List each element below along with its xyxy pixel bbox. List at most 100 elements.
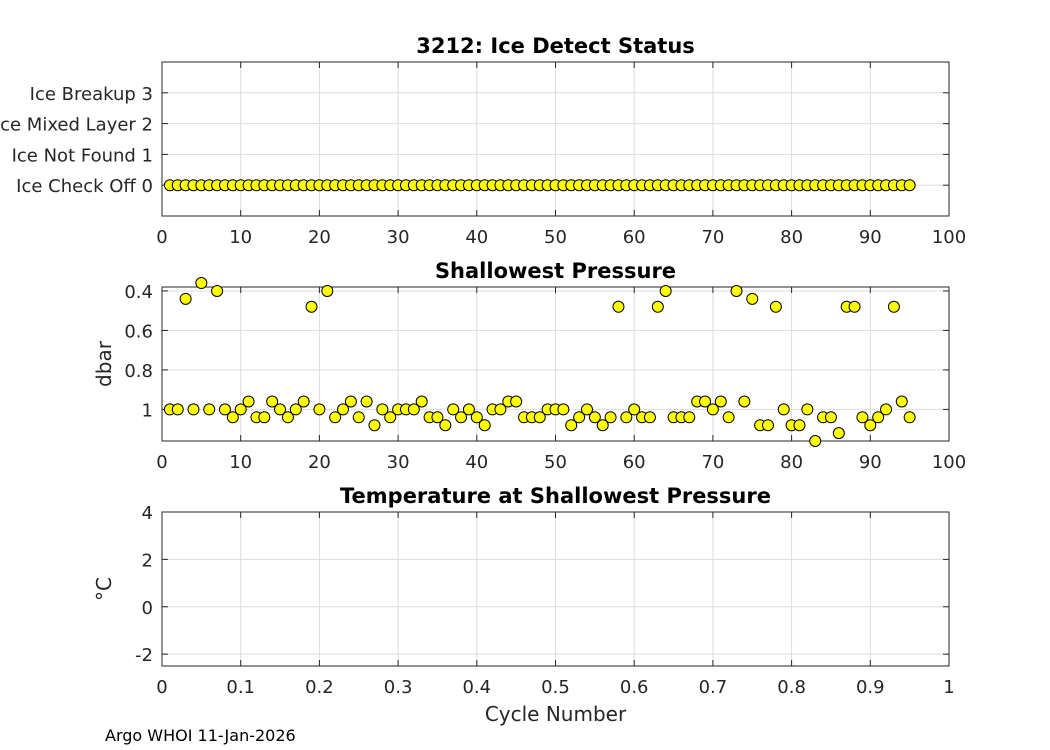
temperature-x-tick-label: 0.4 [462,677,491,698]
ice-status-x-tick-label: 70 [701,227,724,248]
pressure-data-point [344,395,357,408]
temperature-y-tick-label: 4 [142,503,153,524]
temperature-x-tick-label: 0.8 [777,677,806,698]
temperature-x-axis-label: Cycle Number [485,702,627,726]
pressure-x-tick-label: 30 [387,452,410,473]
ice-status-x-tick-label: 10 [229,227,252,248]
pressure-data-point [738,395,751,408]
pressure-data-point [824,411,837,424]
pressure-data-point [903,411,916,424]
pressure-data-point [573,411,586,424]
pressure-data-point [266,395,279,408]
pressure-data-point [376,403,389,416]
pressure-data-point [447,403,460,416]
pressure-data-point [533,411,546,424]
ice-status-x-tick-label: 100 [932,227,966,248]
temperature-x-tick-label: 0.1 [226,677,255,698]
pressure-data-point [864,419,877,432]
footer-credit: Argo WHOI 11-Jan-2026 [105,726,296,745]
pressure-data-point [722,411,735,424]
ice-status-y-tick-label: Ice Not Found 1 [12,145,153,166]
pressure-data-point [179,292,192,305]
shallowest-pressure-chart: 0 10 20 30 40 50 60 70 80 90 100 0.4 0.6 0.8 1 Shallowe… [92,259,966,473]
ice-status-y-tick-label: Ice Breakup 3 [30,84,153,105]
pressure-data-point [880,403,893,416]
pressure-data-point [714,395,727,408]
pressure-data-point [258,411,271,424]
pressure-data-point [683,411,696,424]
pressure-data-point [612,300,625,313]
pressure-data-point [643,411,656,424]
pressure-data-point [628,403,641,416]
pressure-data-point [329,411,342,424]
pressure-data-point [746,292,759,305]
temperature-y-tick-label: 2 [142,550,153,571]
temperature-y-tick-label: -2 [135,645,153,666]
pressure-data-point [242,395,255,408]
pressure-data-point [793,419,806,432]
pressure-title: Shallowest Pressure [435,259,676,283]
pressure-data-point [730,284,743,297]
pressure-data-point [580,403,593,416]
temperature-title: Temperature at Shallowest Pressure [340,484,771,508]
pressure-data-point [281,411,294,424]
pressure-x-tick-label: 100 [932,452,966,473]
pressure-data-point [218,403,231,416]
pressure-data-point [494,403,507,416]
pressure-x-tick-label: 60 [623,452,646,473]
pressure-data-point [596,419,609,432]
pressure-data-point [305,300,318,313]
ice-status-data-point [903,179,916,192]
pressure-data-point [706,403,719,416]
pressure-data-point [211,284,224,297]
temperature-x-tick-label: 0.7 [699,677,728,698]
pressure-data-point [321,284,334,297]
ice-status-y-tick-label: Ice Check Off 0 [16,176,153,197]
ice-status-x-tick-label: 50 [544,227,567,248]
pressure-data-point [462,403,475,416]
pressure-data-point [848,300,861,313]
pressure-x-tick-label: 80 [780,452,803,473]
pressure-data-point [895,395,908,408]
pressure-data-point [832,427,845,440]
pressure-data-point [620,411,633,424]
pressure-data-point [234,403,247,416]
temperature-x-tick-label: 0.9 [856,677,885,698]
pressure-data-point [274,403,287,416]
temperature-y-axis-label: °C [92,577,116,601]
temperature-x-tick-label: 0.2 [305,677,334,698]
temperature-x-tick-label: 0 [156,677,167,698]
ice-status-x-tick-label: 60 [623,227,646,248]
pressure-data-point [384,411,397,424]
ice-status-title: 3212: Ice Detect Status [416,34,695,58]
pressure-data-point [352,411,365,424]
pressure-x-tick-label: 20 [308,452,331,473]
pressure-data-point [872,411,885,424]
pressure-data-point [171,403,184,416]
temperature-chart: 0 0.1 0.2 0.3 0.4 0.5 0.6 0.7 0.8 0.9 1-2024Temper… [92,484,955,726]
pressure-data-point [407,403,420,416]
pressure-data-point [856,411,869,424]
pressure-data-point [565,419,578,432]
ice-status-x-tick-label: 90 [859,227,882,248]
temperature-x-tick-label: 0.3 [384,677,413,698]
temperature-x-tick-label: 1 [943,677,954,698]
pressure-data-point [337,403,350,416]
pressure-data-point [439,419,452,432]
pressure-data-point [226,411,239,424]
ice-status-x-tick-label: 40 [465,227,488,248]
ice-status-x-tick-label: 80 [780,227,803,248]
pressure-data-point [360,395,373,408]
pressure-data-point [195,277,208,290]
pressure-data-point [203,403,216,416]
pressure-data-point [809,435,822,447]
ice-status-x-tick-label: 20 [308,227,331,248]
pressure-data-point [368,419,381,432]
pressure-data-point [604,411,617,424]
pressure-x-tick-label: 0 [156,452,167,473]
ice-detect-status-chart: 0 10 20 30 40 50 60 70 80 90 100 Ice Check Off 0 Ice… [0,34,966,248]
pressure-data-point [769,300,782,313]
pressure-data-point [289,403,302,416]
pressure-x-tick-label: 50 [544,452,567,473]
pressure-data-point [887,300,900,313]
